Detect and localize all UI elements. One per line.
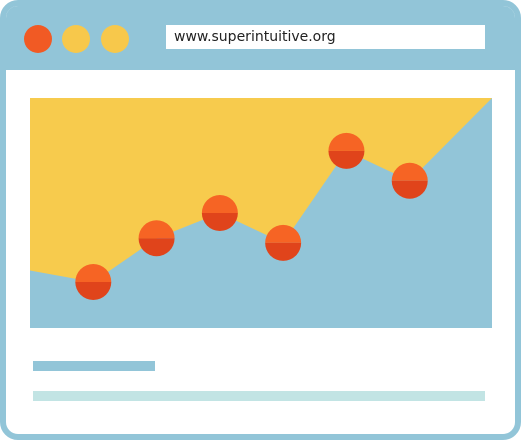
text-placeholder-short	[33, 361, 155, 371]
title-bar: www.superintuitive.org	[6, 6, 515, 70]
maximize-window-dot[interactable]	[101, 25, 129, 53]
data-point-lower-half	[138, 238, 175, 257]
data-point-upper-half	[328, 132, 365, 151]
chart-data-point-3	[201, 195, 238, 231]
chart-data-point-5	[328, 132, 365, 169]
minimize-window-dot[interactable]	[62, 25, 90, 53]
data-point-upper-half	[138, 220, 175, 239]
line-chart	[30, 98, 492, 328]
text-placeholder-long	[33, 391, 485, 401]
chart-data-point-6	[391, 162, 428, 199]
chart-data-point-1	[75, 264, 112, 300]
data-point-upper-half	[265, 224, 302, 243]
chart-data-point-4	[265, 224, 302, 261]
data-point-lower-half	[391, 180, 428, 199]
chart-data-point-2	[138, 220, 175, 257]
data-point-upper-half	[201, 195, 238, 213]
data-point-upper-half	[391, 162, 428, 181]
data-point-lower-half	[75, 282, 112, 300]
data-point-upper-half	[75, 264, 112, 282]
chart-area-series	[30, 98, 492, 328]
data-point-lower-half	[265, 242, 302, 261]
address-bar[interactable]: www.superintuitive.org	[166, 25, 485, 49]
data-point-lower-half	[201, 213, 238, 231]
data-point-lower-half	[328, 150, 365, 169]
close-window-dot[interactable]	[24, 25, 52, 53]
